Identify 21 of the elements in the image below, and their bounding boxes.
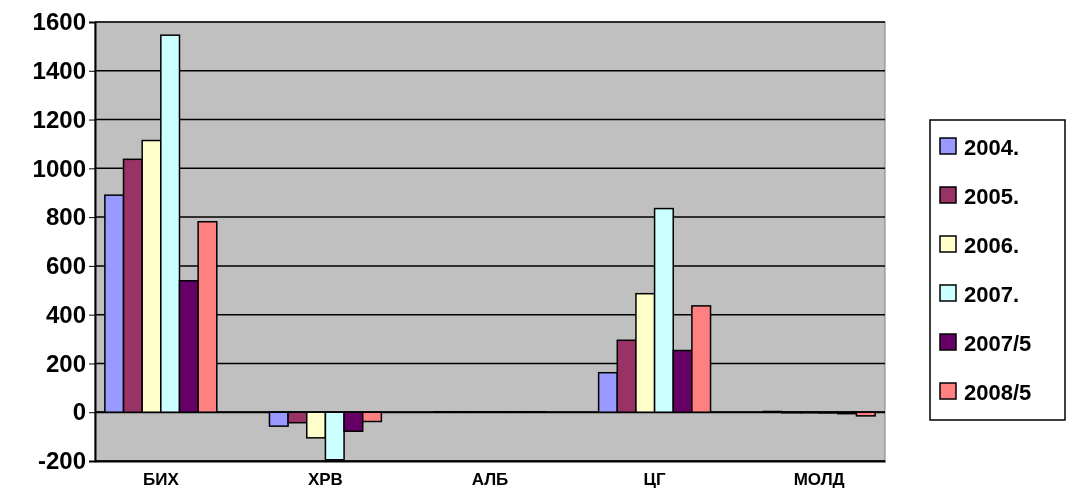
y-tick-label: -200 (37, 447, 86, 475)
y-tick-label: 0 (72, 398, 86, 426)
y-tick-label: 600 (45, 252, 86, 280)
legend-label: 2006. (964, 233, 1020, 258)
y-tick-label: 400 (45, 300, 86, 328)
y-tick-label: 1600 (32, 8, 86, 36)
y-tick-label: 200 (45, 349, 86, 377)
legend-label: 2008/5 (964, 380, 1032, 405)
x-tick-label: ЦГ (643, 470, 666, 490)
legend-label: 2004. (964, 135, 1020, 160)
y-tick-label: 800 (45, 203, 86, 231)
x-tick-label: ХРВ (307, 470, 343, 490)
y-tick-label: 1200 (32, 105, 86, 133)
legend-label: 2007. (964, 282, 1020, 307)
x-tick-label: БИХ (142, 470, 180, 490)
x-tick-label: МОЛД (793, 470, 845, 490)
legend-label: 2005. (964, 184, 1020, 209)
y-tick-label: 1000 (32, 154, 86, 182)
legend-label: 2007/5 (964, 331, 1032, 356)
x-tick-label: АЛБ (471, 470, 509, 490)
y-tick-label: 1400 (32, 56, 86, 84)
